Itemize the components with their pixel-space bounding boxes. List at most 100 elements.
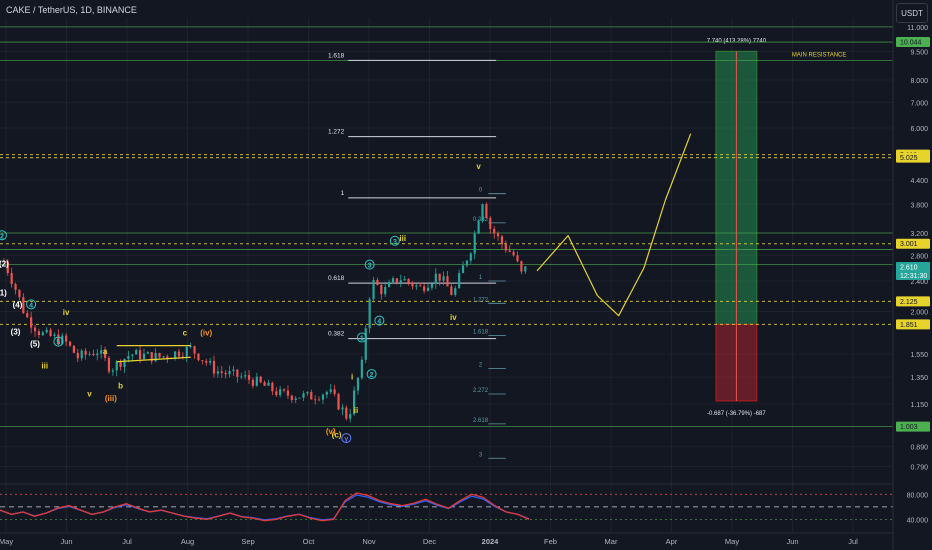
wave-label-circle (53, 336, 64, 347)
candle-body (154, 353, 157, 362)
candle-body (22, 297, 25, 314)
candle-body (391, 278, 395, 283)
time-tick: Feb (544, 537, 557, 546)
candle-body (411, 282, 414, 287)
fib-extension-label: 0.382 (473, 217, 489, 223)
target-label: 7.740 (413.28%) 7740 (707, 38, 767, 44)
candle-body (399, 280, 402, 283)
candle-body (6, 261, 9, 274)
candle-body (189, 346, 192, 347)
candle-body (14, 284, 17, 290)
candle-body (84, 350, 87, 355)
candle-body (138, 350, 142, 360)
time-tick: May (0, 537, 13, 546)
wave-label: v (476, 162, 481, 171)
wave-label: i (351, 373, 353, 382)
candle-body (146, 352, 149, 354)
candle-body (220, 371, 223, 373)
candle-body (37, 331, 41, 336)
projection-path (536, 133, 692, 317)
time-tick: Apr (666, 537, 678, 546)
fib-extension-label: 2 (479, 363, 483, 369)
candle-body (107, 357, 111, 372)
candle-body (65, 335, 68, 342)
candle-body (115, 361, 118, 371)
wave-label: (1) (0, 289, 7, 298)
candle-body (376, 279, 379, 286)
candle-body (232, 369, 235, 371)
candle-body (356, 377, 360, 391)
candle-body (88, 353, 91, 355)
fib-extension-label: 0 (479, 188, 483, 194)
candle-body (142, 353, 146, 360)
price-label: 2.610 (900, 265, 918, 272)
candle-body (388, 282, 391, 288)
price-tick: 2.800 (910, 253, 928, 260)
candle-body (2, 261, 5, 263)
candle-body (135, 350, 138, 355)
time-tick: May (725, 537, 739, 546)
price-label-box (896, 262, 930, 281)
price-label-box (896, 319, 930, 330)
candle-body (430, 283, 434, 288)
candle-body (314, 399, 317, 401)
candle-body (395, 278, 398, 283)
time-tick: Dec (423, 537, 437, 546)
candle-body (317, 399, 321, 401)
candle-body (512, 251, 515, 256)
time-tick: Jul (848, 537, 858, 546)
countdown-label: 12:31:30 (900, 273, 927, 280)
candle-body (481, 204, 484, 222)
wave-label: 3 (368, 263, 372, 270)
candle-body (434, 273, 437, 284)
currency-selector[interactable]: USDT (896, 3, 928, 23)
fib-level-label: 0.618 (328, 275, 345, 282)
candle-body (337, 393, 340, 410)
price-label: 2.125 (900, 299, 918, 306)
wave-label: (3) (11, 328, 21, 337)
candle-body (33, 327, 37, 332)
candle-body (282, 389, 286, 391)
candle-body (255, 376, 258, 386)
candle-body (173, 351, 177, 359)
candle-body (236, 369, 239, 377)
price-tick: 1.350 (910, 375, 928, 382)
price-tick: 7.000 (910, 100, 928, 107)
main-resistance-note: MAIN RESISTANCE (792, 52, 847, 58)
wave-label-circle (26, 299, 37, 310)
candle-body (53, 334, 56, 336)
candle-body (329, 389, 332, 392)
candle-body (181, 356, 184, 358)
candle-body (240, 376, 243, 378)
wave-label: (2) (0, 259, 9, 268)
candle-body (177, 351, 181, 357)
price-label-box (896, 238, 930, 249)
wave-label: 3 (393, 239, 397, 246)
candle-body (10, 273, 13, 285)
candle-body (450, 286, 453, 295)
wave-label: ii (354, 406, 358, 415)
candle-body (458, 273, 461, 289)
candle-body (26, 313, 29, 318)
candle-body (465, 260, 469, 266)
wave-label: (c) (332, 430, 342, 439)
candle-body (352, 390, 356, 415)
candle-body (524, 266, 527, 272)
candle-body (294, 398, 297, 400)
fib-level-label: 1.618 (328, 52, 345, 59)
candle-body (263, 382, 266, 386)
wave-label-circle (389, 235, 400, 246)
candle-body (103, 350, 107, 358)
wave-label: iii (399, 234, 406, 243)
price-label: 10.044 (900, 40, 922, 47)
candle-body (201, 360, 204, 361)
candle-body (489, 217, 492, 229)
candle-body (49, 329, 52, 336)
candle-body (419, 285, 422, 287)
candle-body (520, 261, 523, 272)
candle-body (286, 390, 290, 396)
candle-body (438, 273, 441, 281)
candle-body (415, 285, 418, 287)
wave-label: 2 (0, 233, 4, 240)
